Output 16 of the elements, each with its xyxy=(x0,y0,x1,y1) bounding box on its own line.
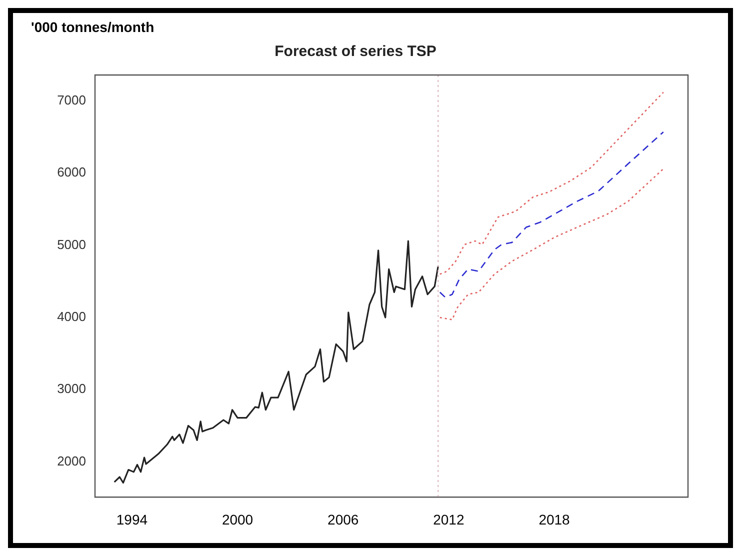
line-series xyxy=(439,131,664,298)
y-axis-title: '000 tonnes/month xyxy=(31,18,154,35)
y-tick-label: 6000 xyxy=(57,164,86,180)
y-tick-label: 2000 xyxy=(57,453,86,468)
x-tick-label: 2012 xyxy=(433,511,464,528)
y-tick-label: 5000 xyxy=(57,236,86,252)
x-tick-label: 2018 xyxy=(538,511,570,528)
y-tick-label: 4000 xyxy=(57,309,86,324)
chart-title: Forecast of series TSP xyxy=(274,43,436,60)
x-tick-label: 1994 xyxy=(116,511,148,528)
x-tick-label: 2000 xyxy=(222,511,254,528)
line-series xyxy=(439,92,664,275)
line-series xyxy=(439,168,664,320)
y-tick-label: 7000 xyxy=(57,92,86,108)
x-tick-label: 2006 xyxy=(328,511,359,528)
y-tick-label: 3000 xyxy=(57,381,86,396)
